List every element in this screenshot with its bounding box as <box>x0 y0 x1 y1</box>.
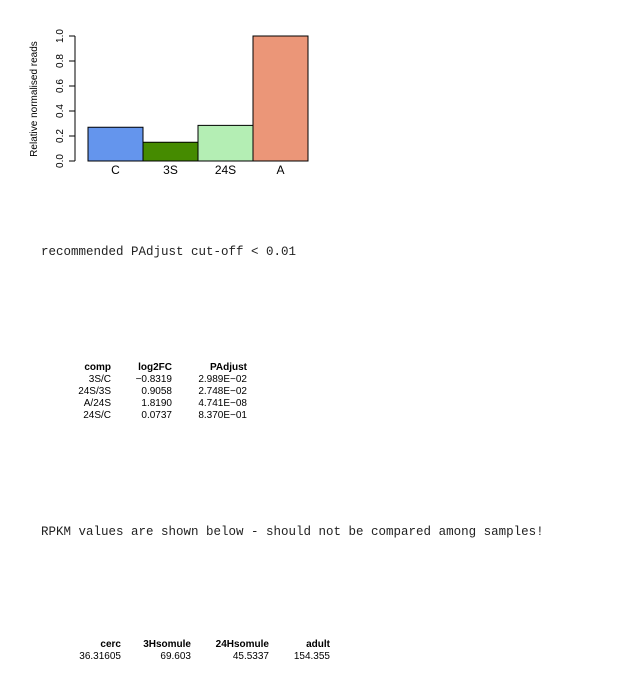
cell-cerc: 36.31605 <box>79 651 121 662</box>
table-row: 3S/C −0.8319 2.989E−02 <box>66 374 247 386</box>
cell-log2fc: 0.9058 <box>141 386 172 397</box>
table-row: A/24S 1.8190 4.741E−08 <box>66 398 247 410</box>
cell-log2fc: −0.8319 <box>135 374 172 385</box>
bars <box>87 35 309 162</box>
rpkm-note: RPKM values are shown below - should not… <box>41 525 544 539</box>
comparison-table: comp log2FC PAdjust 3S/C −0.8319 2.989E−… <box>66 362 247 422</box>
comparison-header-row: comp log2FC PAdjust <box>66 362 247 374</box>
bar-c <box>87 126 144 162</box>
x-tick-label: A <box>276 163 284 177</box>
col-header-cerc: cerc <box>100 639 121 650</box>
rpkm-table: cerc 3Hsomule 24Hsomule adult 36.31605 6… <box>66 639 330 663</box>
col-header-adult: adult <box>306 639 330 650</box>
x-tick-label: 24S <box>215 163 236 177</box>
cell-comp: 24S/C <box>83 410 111 421</box>
cell-padjust: 8.370E−01 <box>198 410 247 421</box>
bar-3s <box>142 141 199 162</box>
col-header-24hsomule: 24Hsomule <box>215 639 269 650</box>
padjust-note: recommended PAdjust cut-off < 0.01 <box>41 245 297 259</box>
rpkm-header-row: cerc 3Hsomule 24Hsomule adult <box>66 639 330 651</box>
col-header-comp: comp <box>84 362 111 373</box>
table-row: 24S/C 0.0737 8.370E−01 <box>66 410 247 422</box>
y-axis: 0.0 0.2 0.4 0.6 0.8 1.0 <box>55 29 76 168</box>
bar-24s <box>197 124 254 162</box>
cell-comp: 24S/3S <box>78 386 111 397</box>
cell-comp: 3S/C <box>88 374 111 385</box>
col-header-log2fc: log2FC <box>138 362 172 373</box>
cell-adult: 154.355 <box>293 651 330 662</box>
y-tick-label: 0.4 <box>55 104 66 118</box>
cell-padjust: 4.741E−08 <box>198 398 247 409</box>
y-axis-label: Relative normalised reads <box>29 41 40 157</box>
cell-log2fc: 1.8190 <box>141 398 172 409</box>
x-tick-label: 3S <box>163 163 178 177</box>
table-row: 36.31605 69.603 45.5337 154.355 <box>66 651 330 663</box>
col-header-3hsomule: 3Hsomule <box>143 639 191 650</box>
col-header-padjust: PAdjust <box>209 362 247 373</box>
y-tick-label: 1.0 <box>55 29 66 43</box>
y-tick-label: 0.6 <box>55 79 66 93</box>
y-tick-label: 0.8 <box>55 54 66 68</box>
bar-chart: 0.0 0.2 0.4 0.6 0.8 1.0 C 3S 24S A Relative norm… <box>29 29 309 177</box>
cell-comp: A/24S <box>83 398 111 409</box>
x-axis-labels: C 3S 24S A <box>111 163 284 177</box>
cell-3hsomule: 69.603 <box>160 651 191 662</box>
cell-24hsomule: 45.5337 <box>232 651 269 662</box>
y-tick-label: 0.0 <box>55 154 66 168</box>
bar-a <box>252 35 309 162</box>
y-tick-label: 0.2 <box>55 129 66 143</box>
x-tick-label: C <box>111 163 120 177</box>
table-row: 24S/3S 0.9058 2.748E−02 <box>66 386 247 398</box>
cell-log2fc: 0.0737 <box>141 410 172 421</box>
cell-padjust: 2.989E−02 <box>198 374 247 385</box>
cell-padjust: 2.748E−02 <box>198 386 247 397</box>
